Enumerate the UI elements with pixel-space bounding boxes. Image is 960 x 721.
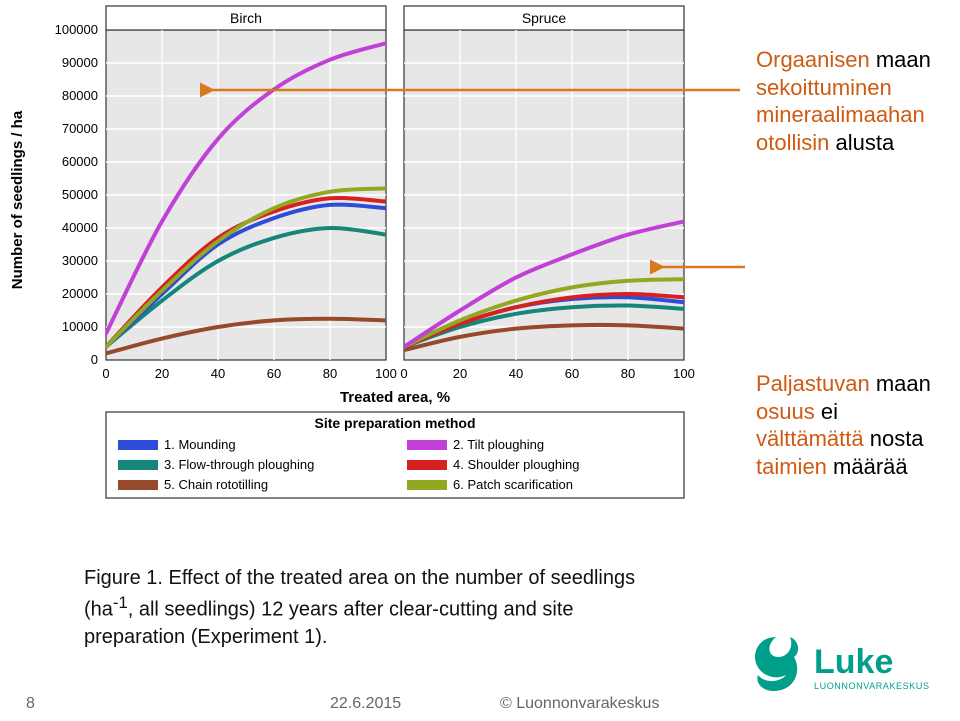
svg-text:40: 40 (211, 366, 225, 381)
svg-text:20: 20 (155, 366, 169, 381)
svg-text:0: 0 (102, 366, 109, 381)
svg-text:3. Flow-through ploughing: 3. Flow-through ploughing (164, 457, 314, 472)
svg-text:100: 100 (673, 366, 695, 381)
svg-text:Treated area, %: Treated area, % (340, 389, 450, 406)
svg-text:80: 80 (323, 366, 337, 381)
svg-text:0: 0 (400, 366, 407, 381)
annotation-top: Orgaanisen maan sekoittuminen mineraalim… (756, 46, 931, 156)
svg-text:90000: 90000 (62, 55, 98, 70)
svg-text:80: 80 (621, 366, 635, 381)
page-number: 8 (26, 695, 35, 713)
svg-text:6. Patch scarification: 6. Patch scarification (453, 477, 573, 492)
svg-text:1. Mounding: 1. Mounding (164, 437, 236, 452)
svg-text:10000: 10000 (62, 319, 98, 334)
arrow-bottom (650, 255, 750, 279)
svg-text:Birch: Birch (230, 10, 262, 26)
svg-text:20000: 20000 (62, 286, 98, 301)
footer-copyright: © Luonnonvarakeskus (500, 695, 659, 713)
arrow-top (200, 78, 740, 102)
svg-text:60: 60 (565, 366, 579, 381)
svg-text:40: 40 (509, 366, 523, 381)
svg-text:100000: 100000 (55, 22, 98, 37)
svg-text:2. Tilt ploughing: 2. Tilt ploughing (453, 437, 544, 452)
svg-text:Number of seedlings / ha: Number of seedlings / ha (9, 110, 26, 289)
svg-text:5. Chain rototilling: 5. Chain rototilling (164, 477, 268, 492)
annotation-bottom: Paljastuvan maan osuus ei välttämättä no… (756, 370, 931, 480)
svg-text:Luke: Luke (814, 643, 893, 681)
svg-text:60000: 60000 (62, 154, 98, 169)
svg-text:100: 100 (375, 366, 397, 381)
svg-text:30000: 30000 (62, 253, 98, 268)
luke-logo: Luke LUONNONVARAKESKUS (750, 629, 940, 701)
svg-text:60: 60 (267, 366, 281, 381)
svg-text:50000: 50000 (62, 187, 98, 202)
svg-text:Site preparation method: Site preparation method (314, 415, 475, 431)
svg-text:LUONNONVARAKESKUS: LUONNONVARAKESKUS (814, 681, 930, 691)
svg-text:Spruce: Spruce (522, 10, 567, 26)
svg-text:20: 20 (453, 366, 467, 381)
figure-caption: Figure 1. Effect of the treated area on … (84, 565, 644, 651)
svg-text:40000: 40000 (62, 220, 98, 235)
svg-text:80000: 80000 (62, 88, 98, 103)
svg-text:4. Shoulder ploughing: 4. Shoulder ploughing (453, 457, 580, 472)
svg-text:0: 0 (91, 352, 98, 367)
svg-text:70000: 70000 (62, 121, 98, 136)
footer-date: 22.6.2015 (330, 695, 401, 713)
